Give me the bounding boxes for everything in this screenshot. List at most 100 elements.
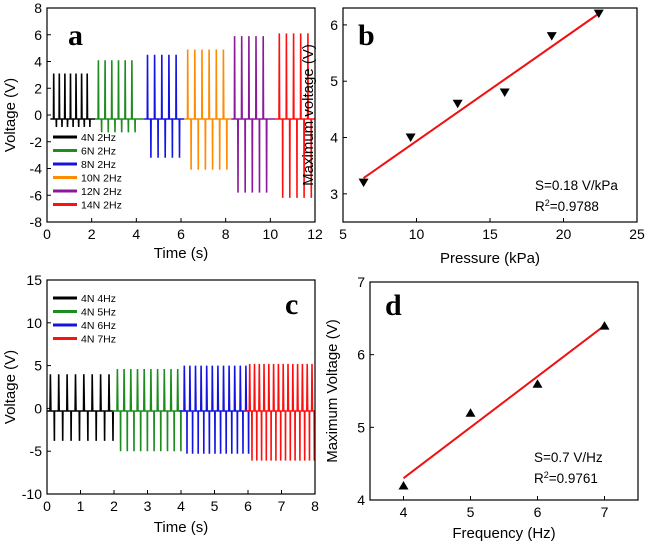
panel-d-y-ticks: 4 5 6 7 bbox=[357, 274, 374, 508]
panel-a-x-tick-label: 8 bbox=[222, 226, 230, 242]
panel-a: 0 2 4 6 8 10 12 -8 -6 -4 -2 0 2 4 6 8 Time (s) Voltage… bbox=[2, 0, 323, 262]
panel-a-y-tick-label: 2 bbox=[34, 80, 42, 96]
panel-d-x-tick-label: 4 bbox=[400, 504, 408, 520]
panel-a-x-tick-label: 2 bbox=[88, 226, 96, 242]
panel-d-x-tick-label: 7 bbox=[601, 504, 609, 520]
panel-c-x-tick-label: 3 bbox=[144, 498, 152, 514]
panel-d-y-tick-label: 4 bbox=[357, 492, 365, 508]
panel-d-y-tick-label: 6 bbox=[357, 347, 365, 363]
panel-d-x-label: Frequency (Hz) bbox=[452, 525, 555, 542]
panel-d-y-tick-label: 5 bbox=[357, 419, 365, 435]
panel-b-x-tick-label: 15 bbox=[482, 226, 498, 242]
panel-a-x-label: Time (s) bbox=[154, 245, 208, 262]
panel-d-r-squared: R2=0.9761 bbox=[534, 470, 598, 486]
panel-b-sensitivity: S=0.18 V/kPa bbox=[535, 178, 618, 193]
panel-c-x-tick-label: 1 bbox=[77, 498, 85, 514]
panel-d-letter: d bbox=[385, 289, 402, 322]
panel-a-series-12n-2hz bbox=[231, 36, 276, 193]
panel-c-letter: c bbox=[285, 288, 298, 321]
panel-c-legend-label: 4N 4Hz bbox=[81, 293, 116, 305]
panel-b-data-point bbox=[452, 99, 463, 109]
panel-a-x-tick-label: 4 bbox=[132, 226, 140, 242]
panel-a-y-ticks: -8 -6 -4 -2 0 2 4 6 8 bbox=[30, 0, 51, 230]
panel-a-x-tick-label: 6 bbox=[177, 226, 185, 242]
panel-c-x-label: Time (s) bbox=[154, 519, 208, 536]
panel-b-letter: b bbox=[358, 19, 375, 52]
panel-d-data-point bbox=[599, 321, 610, 330]
panel-c-y-tick-label: 10 bbox=[26, 315, 42, 331]
panel-d-x-tick-label: 6 bbox=[534, 504, 542, 520]
panel-a-legend-label: 4N 2Hz bbox=[81, 132, 116, 144]
panel-a-y-tick-label: -4 bbox=[30, 161, 43, 177]
panel-c-x-tick-label: 8 bbox=[311, 498, 319, 514]
panel-b-x-tick-label: 10 bbox=[409, 226, 425, 242]
panel-a-series-8n-2hz bbox=[144, 54, 185, 158]
panel-a-series-6n-2hz bbox=[95, 60, 145, 133]
panel-b-y-tick-label: 5 bbox=[330, 73, 338, 89]
panel-c-y-tick-label: -5 bbox=[30, 443, 43, 459]
panel-a-y-tick-label: 0 bbox=[34, 107, 42, 123]
panel-b-x-tick-label: 25 bbox=[629, 226, 645, 242]
panel-c-y-tick-label: 0 bbox=[34, 400, 42, 416]
panel-a-waveforms bbox=[50, 33, 315, 198]
panel-a-x-tick-label: 10 bbox=[263, 226, 279, 242]
panel-c: 0 1 2 3 4 5 6 7 8 -10 -5 0 5 10 15 Time (s) Voltage (… bbox=[2, 272, 319, 536]
panel-d-data-point bbox=[398, 480, 409, 490]
panel-a-x-tick-label: 0 bbox=[43, 226, 51, 242]
panel-d-marks bbox=[398, 321, 610, 490]
panel-c-waveforms bbox=[47, 363, 316, 461]
panel-c-series-4n-6hz bbox=[179, 365, 250, 454]
panel-d-data-point bbox=[465, 408, 476, 417]
panel-a-y-tick-label: 6 bbox=[34, 27, 42, 43]
panel-c-y-tick-label: -10 bbox=[22, 486, 42, 502]
panel-b-data-point bbox=[405, 133, 416, 143]
panel-a-series-4n-2hz bbox=[50, 73, 95, 128]
panel-c-series-4n-4hz bbox=[47, 374, 115, 441]
panel-c-legend-label: 4N 7Hz bbox=[81, 334, 116, 346]
panel-b-y-label: Maximum voltage (V) bbox=[300, 44, 317, 186]
panel-b-x-ticks: 5 10 15 20 25 bbox=[339, 218, 645, 242]
panel-c-x-tick-label: 6 bbox=[244, 498, 252, 514]
panel-d-x-ticks: 4 5 6 7 bbox=[400, 496, 609, 520]
panel-c-x-tick-label: 7 bbox=[278, 498, 286, 514]
panel-b-y-ticks: 3 4 5 6 bbox=[330, 17, 347, 202]
panel-c-x-ticks: 0 1 2 3 4 5 6 7 8 bbox=[43, 490, 319, 514]
panel-b-data-point bbox=[546, 32, 557, 41]
panel-a-y-tick-label: -8 bbox=[30, 214, 43, 230]
panel-d-frame bbox=[369, 281, 639, 501]
panel-b-y-tick-label: 3 bbox=[330, 186, 338, 202]
panel-d: 4 5 6 7 4 5 6 7 Frequency (Hz) Maximum Voltage… bbox=[324, 274, 639, 542]
panel-b-data-point bbox=[593, 9, 604, 19]
panel-d-fit-line bbox=[402, 324, 606, 479]
panel-c-y-label: Voltage (V) bbox=[2, 350, 19, 424]
panel-b-data-point bbox=[358, 178, 369, 188]
panel-c-x-tick-label: 4 bbox=[177, 498, 185, 514]
panel-c-legend-label: 4N 6Hz bbox=[81, 320, 116, 332]
panel-c-x-tick-label: 2 bbox=[110, 498, 118, 514]
panel-a-legend-label: 8N 2Hz bbox=[81, 159, 116, 171]
panel-a-x-ticks: 0 2 4 6 8 10 12 bbox=[43, 218, 323, 242]
panel-a-x-tick-label: 12 bbox=[307, 226, 323, 242]
panel-c-series-4n-7hz bbox=[244, 363, 316, 461]
panel-c-x-tick-label: 0 bbox=[43, 498, 51, 514]
panel-b-x-label: Pressure (kPa) bbox=[440, 250, 540, 267]
panel-a-y-tick-label: 8 bbox=[34, 0, 42, 16]
panel-b-x-tick-label: 20 bbox=[556, 226, 572, 242]
panel-d-x-tick-label: 5 bbox=[467, 504, 475, 520]
panel-a-y-label: Voltage (V) bbox=[2, 78, 19, 152]
panel-a-y-tick-label: 4 bbox=[34, 54, 42, 70]
panel-c-y-tick-label: 15 bbox=[26, 272, 42, 288]
panel-c-legend-label: 4N 5Hz bbox=[81, 307, 116, 319]
panel-a-y-tick-label: -2 bbox=[30, 134, 43, 150]
panel-b-x-tick-label: 5 bbox=[339, 226, 347, 242]
panel-c-y-tick-label: 5 bbox=[34, 358, 42, 374]
panel-a-series-14n-2hz bbox=[275, 33, 315, 198]
panel-a-legend-label: 12N 2Hz bbox=[81, 186, 122, 198]
panel-b-data-point bbox=[499, 88, 510, 97]
panel-c-series-4n-5hz bbox=[112, 368, 182, 452]
panel-d-y-tick-label: 7 bbox=[357, 274, 365, 290]
panel-d-data-point bbox=[532, 379, 543, 388]
